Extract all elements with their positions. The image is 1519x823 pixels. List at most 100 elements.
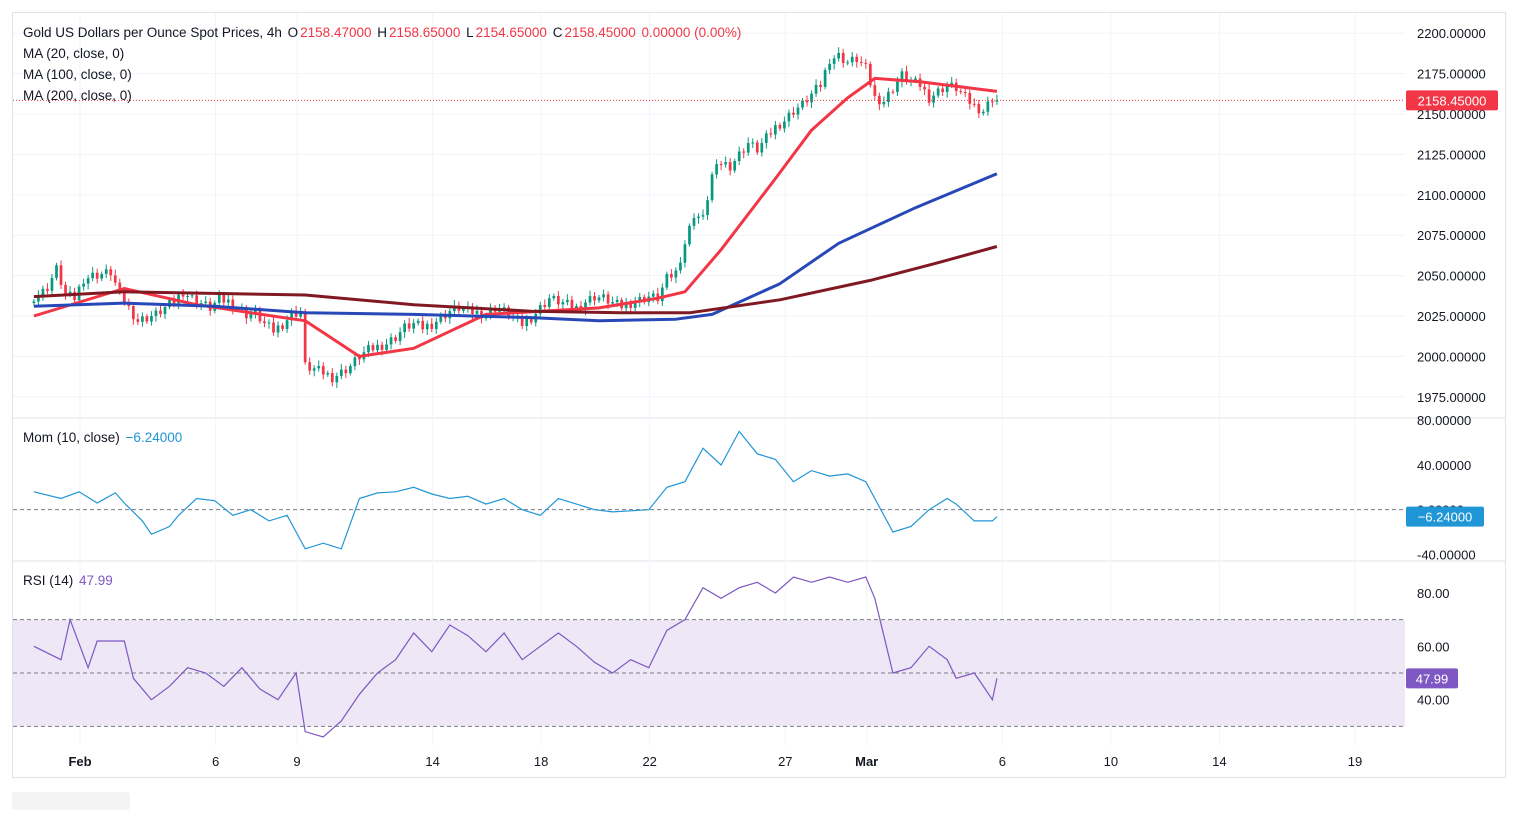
candle-body bbox=[199, 303, 203, 305]
price-tick-label: 2200.00000 bbox=[1417, 26, 1486, 41]
momentum-badge bbox=[1406, 506, 1484, 527]
candle-body bbox=[195, 295, 199, 305]
change-value: 0.00000 (0.00%) bbox=[641, 25, 742, 40]
candle-body bbox=[810, 93, 813, 103]
low-value: 2154.65000 bbox=[475, 25, 547, 40]
candle-body bbox=[141, 316, 144, 322]
candle-body bbox=[715, 164, 718, 175]
candle-body bbox=[611, 302, 614, 304]
candle-body bbox=[403, 323, 406, 333]
candle-body bbox=[570, 299, 574, 309]
momentum-tick-label: -40.00000 bbox=[1417, 547, 1476, 562]
candle-body bbox=[783, 121, 786, 129]
candle-body bbox=[719, 164, 723, 166]
candle-body bbox=[46, 288, 49, 291]
candle-body bbox=[226, 299, 230, 303]
rsi-pane[interactable] bbox=[13, 576, 1405, 738]
candle-body bbox=[593, 296, 596, 301]
candle-body bbox=[371, 345, 375, 351]
candle-body bbox=[543, 305, 547, 307]
candle-body bbox=[755, 142, 759, 153]
candle-body bbox=[606, 294, 610, 304]
candle-body bbox=[308, 362, 312, 371]
candle-body bbox=[706, 200, 709, 216]
candle-body bbox=[697, 216, 700, 219]
rsi-legend[interactable]: RSI (14) 47.99 bbox=[23, 573, 115, 588]
candle-body bbox=[217, 294, 221, 303]
rsi-tick-label: 40.00 bbox=[1417, 693, 1450, 708]
candle-body bbox=[434, 321, 438, 329]
candle-body bbox=[692, 218, 696, 226]
candle-body bbox=[629, 302, 633, 308]
open-label: O bbox=[287, 25, 299, 40]
price-tick-label: 1975.00000 bbox=[1417, 390, 1486, 405]
candle-body bbox=[312, 368, 316, 371]
momentum-tick-label: 40.00000 bbox=[1417, 458, 1471, 473]
candle-body bbox=[963, 92, 967, 94]
momentum-value: −6.24000 bbox=[125, 430, 183, 445]
momentum-legend[interactable]: Mom (10, close) −6.24000 bbox=[23, 430, 184, 445]
candle-body bbox=[122, 290, 126, 304]
time-tick-label: 18 bbox=[534, 754, 548, 769]
rsi-tick-label: 60.00 bbox=[1417, 639, 1450, 654]
candle-body bbox=[986, 101, 990, 112]
candle-body bbox=[303, 311, 307, 363]
candle-body bbox=[787, 112, 791, 122]
ma100-legend[interactable]: MA (100, close, 0) bbox=[23, 67, 132, 82]
candle-body bbox=[932, 95, 935, 103]
candle-body bbox=[873, 85, 877, 96]
candle-body bbox=[177, 294, 180, 304]
axis-badges: 2158.45000 −6.24000 47.99 bbox=[1406, 90, 1498, 689]
price-pane[interactable] bbox=[13, 47, 1405, 388]
candle-body bbox=[335, 375, 339, 383]
candle-body bbox=[529, 318, 533, 323]
ma20-legend[interactable]: MA (20, close, 0) bbox=[23, 46, 125, 61]
candle-body bbox=[977, 103, 981, 114]
price-tick-label: 2075.00000 bbox=[1417, 228, 1486, 243]
candle-body bbox=[561, 302, 565, 305]
candle-body bbox=[353, 357, 357, 367]
candle-body bbox=[792, 112, 795, 115]
candle-body bbox=[163, 306, 167, 315]
time-tick-label: 22 bbox=[642, 754, 656, 769]
ma200-legend[interactable]: MA (200, close, 0) bbox=[23, 88, 132, 103]
candle-body bbox=[100, 273, 104, 279]
candle-body bbox=[991, 101, 994, 103]
candle-body bbox=[841, 52, 845, 63]
candle-body bbox=[850, 56, 854, 63]
candle-body bbox=[267, 322, 271, 324]
time-tick-label: 14 bbox=[1212, 754, 1226, 769]
momentum-pane[interactable] bbox=[13, 430, 1405, 550]
candle-body bbox=[64, 284, 67, 295]
candle-body bbox=[254, 308, 257, 314]
candle-body bbox=[131, 305, 135, 320]
candle-body bbox=[846, 62, 850, 64]
candle-body bbox=[746, 143, 750, 153]
open-value: 2158.47000 bbox=[300, 25, 372, 40]
candle-body bbox=[113, 275, 117, 283]
candle-body bbox=[710, 174, 714, 201]
candle-body bbox=[737, 151, 741, 162]
candle-body bbox=[968, 92, 972, 104]
candle-body bbox=[145, 316, 149, 322]
candle-body bbox=[778, 124, 782, 129]
price-tick-label: 2175.00000 bbox=[1417, 67, 1486, 82]
price-axis[interactable]: 1975.00000 2000.00000 2025.00000 2050.00000… bbox=[1417, 26, 1486, 707]
candle-body bbox=[981, 111, 985, 114]
time-axis[interactable]: Feb 6 9 14 18 22 27 Mar 6 10 14 19 bbox=[68, 754, 1362, 769]
price-tick-label: 2150.00000 bbox=[1417, 107, 1486, 122]
candle-body bbox=[602, 294, 605, 298]
time-tick-label: 6 bbox=[999, 754, 1006, 769]
candle-body bbox=[896, 81, 899, 93]
candle-body bbox=[832, 58, 836, 64]
candle-body bbox=[190, 295, 194, 297]
candle-body bbox=[263, 321, 266, 324]
low-label: L bbox=[466, 25, 474, 40]
candle-body bbox=[376, 344, 379, 351]
rsi-value: 47.99 bbox=[79, 573, 113, 588]
candle-body bbox=[665, 273, 669, 288]
candle-body bbox=[358, 357, 361, 360]
candle-body bbox=[394, 337, 397, 341]
candle-body bbox=[154, 310, 158, 316]
